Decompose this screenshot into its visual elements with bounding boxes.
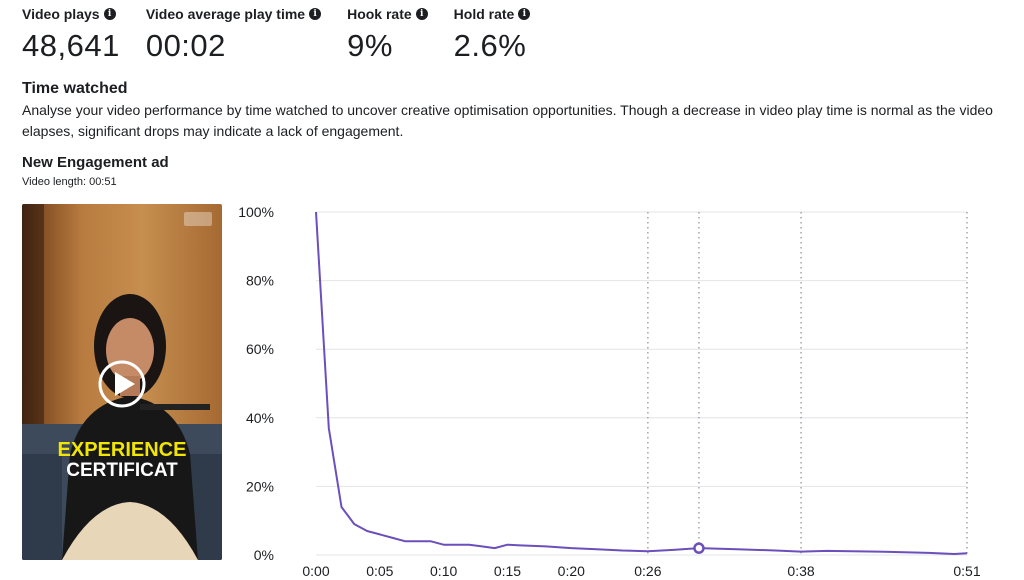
- x-tick-label: 0:20: [558, 563, 585, 579]
- metric-hook-rate: Hook rate i 9%: [347, 4, 428, 64]
- video-length: Video length: 00:51: [22, 176, 117, 188]
- metric-label: Hook rate: [347, 6, 412, 22]
- x-tick-label: 0:05: [366, 563, 393, 579]
- y-tick-label: 40%: [246, 410, 274, 426]
- metric-label: Video plays: [22, 6, 100, 22]
- logo-icon: [184, 212, 212, 226]
- hover-point[interactable]: [693, 542, 705, 554]
- x-tick-label: 0:26: [634, 563, 661, 579]
- info-icon[interactable]: i: [103, 8, 116, 20]
- section-title: Time watched: [22, 80, 128, 97]
- thumbnail-illustration: EXPERIENCE CERTIFICAT: [22, 204, 222, 560]
- x-tick-label: 0:15: [494, 563, 521, 579]
- y-tick-label: 0%: [254, 547, 274, 563]
- x-tick-label: 0:10: [430, 563, 457, 579]
- info-icon[interactable]: i: [415, 8, 428, 20]
- metric-hold-rate: Hold rate i 2.6%: [454, 4, 531, 64]
- chart-series: [315, 211, 968, 555]
- metric-average-play-time: Video average play time i 00:02: [145, 4, 322, 64]
- y-tick-label: 80%: [246, 273, 274, 289]
- ad-title: New Engagement ad: [22, 154, 169, 171]
- chart-dotted-lines: [647, 212, 968, 555]
- thumbnail-text-line1: EXPERIENCE: [58, 439, 187, 461]
- section-description: Analyse your video performance by time w…: [22, 102, 993, 139]
- y-tick-label: 20%: [246, 478, 274, 494]
- video-thumbnail[interactable]: EXPERIENCE CERTIFICAT: [22, 204, 222, 560]
- metric-value: 48,641: [22, 28, 120, 63]
- metric-label: Video average play time: [145, 6, 306, 22]
- metric-value: 2.6%: [453, 28, 527, 63]
- play-icon[interactable]: [115, 372, 135, 396]
- x-tick-label: 0:51: [953, 563, 980, 579]
- thumbnail-text-line2: CERTIFICAT: [66, 460, 178, 481]
- x-tick-label: 0:38: [787, 563, 814, 579]
- info-icon[interactable]: i: [518, 8, 531, 20]
- metrics-row: Video plays i 48,641 Video average play …: [22, 4, 556, 64]
- series-line: [315, 211, 968, 555]
- y-tick-label: 100%: [238, 204, 274, 220]
- metric-label: Hold rate: [453, 6, 515, 22]
- metric-video-plays: Video plays i 48,641: [22, 4, 120, 64]
- y-axis-labels: 0% 20% 40% 60% 80% 100%: [238, 204, 274, 563]
- chart-grid: [316, 211, 967, 556]
- metric-value: 00:02: [145, 28, 226, 63]
- metric-value: 9%: [347, 28, 393, 63]
- x-tick-label: 0:00: [302, 563, 329, 579]
- x-axis-labels: 0:00 0:05 0:10 0:15 0:20 0:26 0:38 0:51: [302, 563, 980, 579]
- info-icon[interactable]: i: [309, 8, 322, 20]
- y-tick-label: 60%: [246, 341, 274, 357]
